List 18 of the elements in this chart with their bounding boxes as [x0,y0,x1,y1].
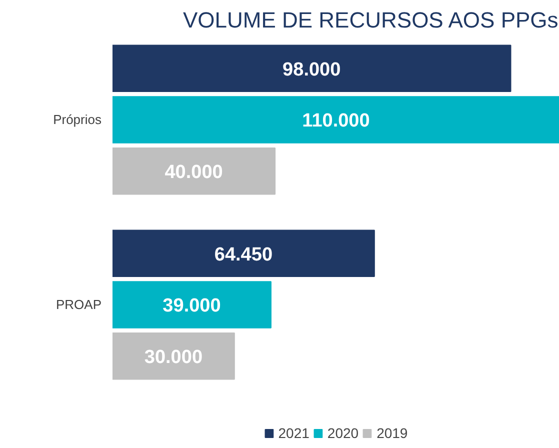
chart-title: VOLUME DE RECURSOS AOS PPGs [182,8,558,32]
bar [112,281,272,328]
data-label: 30.000 [144,347,203,368]
y-tick-label: Próprios [53,112,102,128]
bar [112,332,235,380]
data-label: 110.000 [302,110,370,132]
bar [112,147,276,195]
data-label: 40.000 [164,162,223,184]
data-label: 64.450 [214,244,273,266]
legend-label: 2021 [278,425,310,441]
bar [112,96,559,144]
legend-label: 2019 [376,425,408,441]
bar [112,44,512,92]
data-label: 98.000 [282,59,341,80]
data-label: 39.000 [162,296,221,317]
legend-label: 2020 [327,425,359,441]
y-tick-label: PROAP [56,297,102,312]
bar [112,230,375,277]
